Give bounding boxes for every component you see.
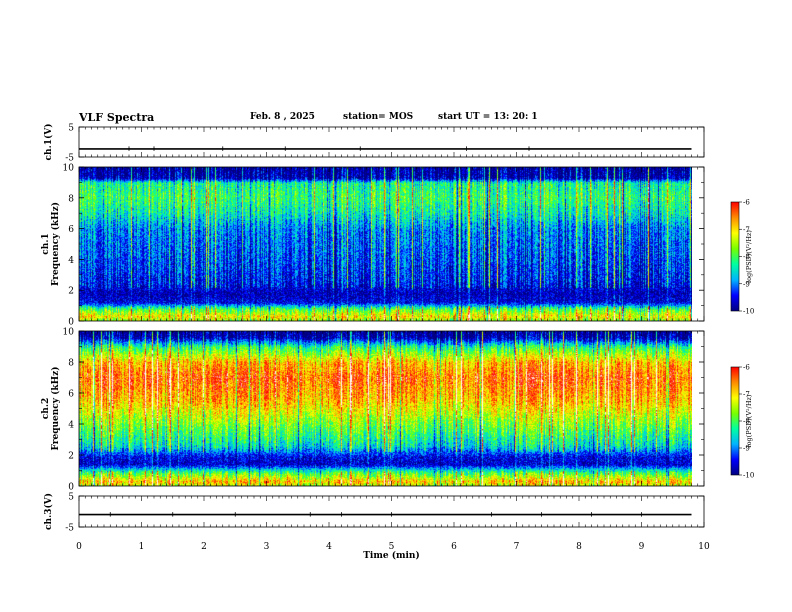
spectrogram-image-ch1	[79, 167, 692, 321]
y-tick-label: -5	[65, 154, 74, 164]
y-axis-label: ch.2Frequency (kHz)	[41, 366, 61, 450]
y-axis-label-line: Frequency (kHz)	[50, 366, 61, 450]
x-tick-label: 9	[639, 542, 645, 552]
x-tick-label: 5	[389, 542, 395, 552]
colorbar-tick-label: -9	[743, 280, 750, 288]
y-tick-label: 5	[68, 493, 74, 503]
colorbar-tick-label: -7	[743, 226, 750, 234]
y-tick-label: 6	[68, 225, 74, 235]
colorbar-tick-label: -6	[743, 199, 750, 207]
y-tick-label: 10	[63, 328, 75, 338]
y-tick-label: 8	[68, 359, 74, 369]
x-tick-label: 3	[264, 542, 270, 552]
y-tick-label: 0	[68, 483, 74, 493]
date-label: Feb. 8 , 2025	[250, 112, 315, 122]
colorbar-tick-label: -8	[743, 418, 750, 426]
x-axis-label: Time (min)	[363, 550, 420, 561]
colorbar-tick-label: -7	[743, 391, 750, 399]
station-label: station= MOS	[343, 112, 414, 122]
colorbar-tick-label: -6	[743, 364, 750, 372]
y-tick-label: 4	[68, 256, 74, 266]
y-tick-label: 6	[68, 390, 74, 400]
colorbar-tick-label: -8	[743, 253, 750, 261]
colorbar	[730, 201, 740, 312]
colorbar	[730, 366, 740, 476]
y-axis-label-line: ch.1(V)	[43, 124, 54, 161]
x-tick-label: 0	[76, 542, 82, 552]
y-tick-label: 0	[68, 318, 74, 328]
y-axis-label-line: Frequency (kHz)	[50, 202, 61, 286]
y-axis-label-line: ch.2	[41, 398, 51, 419]
x-tick-label: 6	[451, 542, 457, 552]
x-tick-label: 2	[201, 542, 207, 552]
colorbar-tick-label: -10	[743, 472, 754, 480]
colorbar-tick-label: -10	[743, 308, 754, 316]
y-tick-label: 10	[63, 164, 75, 174]
x-tick-label: 7	[514, 542, 520, 552]
y-tick-label: 4	[68, 421, 74, 431]
y-axis-label: ch.1(V)	[43, 124, 54, 161]
y-axis-label-line: ch.3(V)	[43, 493, 54, 530]
start-time-label: start UT = 13: 20: 1	[438, 112, 538, 122]
x-tick-label: 4	[326, 542, 332, 552]
y-tick-label: 2	[68, 452, 74, 462]
x-tick-label: 10	[698, 542, 710, 552]
colorbar-tick-label: -9	[743, 445, 750, 453]
colorbar-label: log(PSD)(V²/Hz)	[745, 394, 753, 447]
x-tick-label: 8	[576, 542, 582, 552]
y-tick-label: 5	[68, 124, 74, 134]
x-tick-label: 1	[139, 542, 145, 552]
colorbar-label: log(PSD)(V²/Hz)	[745, 230, 753, 283]
y-tick-label: 8	[68, 194, 74, 204]
y-axis-label: ch.1Frequency (kHz)	[41, 202, 61, 286]
y-tick-label: -5	[65, 524, 74, 534]
y-axis-label-line: ch.1	[41, 233, 51, 254]
y-tick-label: 2	[68, 287, 74, 297]
y-axis-label: ch.3(V)	[43, 493, 54, 530]
spectrogram-image-ch2	[79, 331, 692, 486]
figure-title: VLF Spectra	[79, 111, 155, 124]
